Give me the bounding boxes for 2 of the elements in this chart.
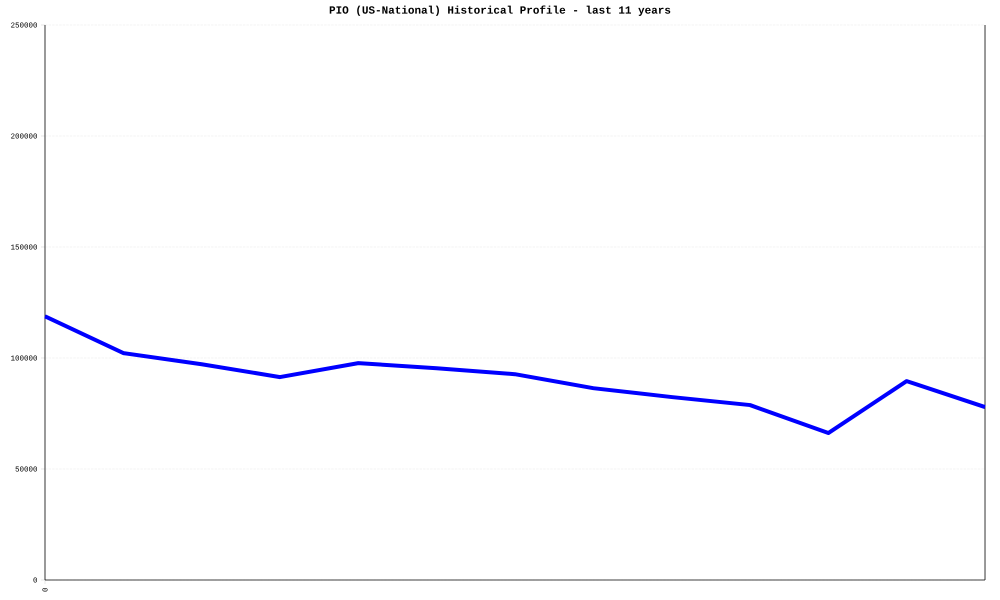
chart-title: PIO (US-National) Historical Profile - last 11 years: [330, 6, 670, 16]
line-series: [43, 314, 988, 436]
